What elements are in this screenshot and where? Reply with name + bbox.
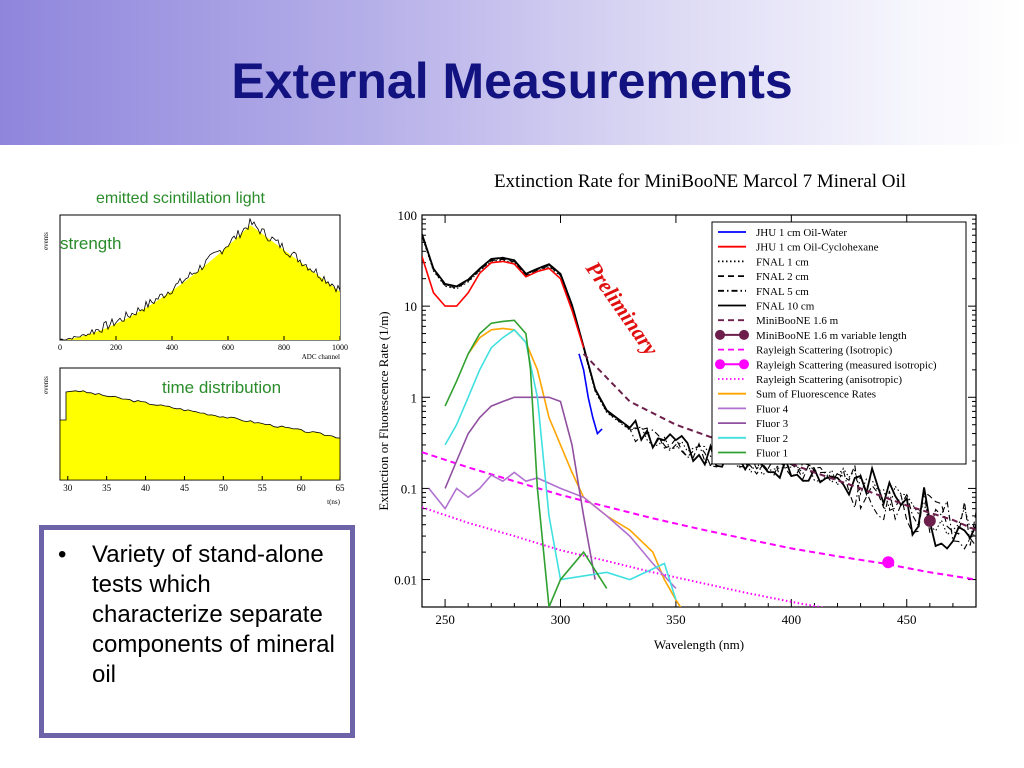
series-jhu-1-cm-oil-water (578, 353, 603, 436)
series-fluor-3 (444, 396, 596, 580)
bullet-box: • Variety of stand-alone tests which cha… (39, 525, 355, 738)
series-jhu-1-cm-oil-cyclohexane (422, 256, 585, 348)
y-tick-label: 0.1 (401, 481, 417, 496)
legend-label-sum-of-fluorescence-rates: Sum of Fluorescence Rates (756, 389, 876, 401)
y-tick-label: 0.01 (394, 573, 417, 588)
series-fluor-2 (444, 328, 677, 601)
bullet-marker: • (58, 541, 67, 568)
legend-marker (715, 329, 725, 340)
legend: JHU 1 cm Oil-Water JHU 1 cm Oil-Cyclohexa… (711, 221, 967, 465)
series-fnal-1-cm (422, 236, 976, 539)
marker-miniboone-1-6-m-variable-length (923, 514, 936, 527)
chart-title: Extinction Rate for MiniBooNE Marcol 7 M… (494, 171, 906, 192)
x-tick-label: 400 (166, 343, 178, 352)
series-fluor-4 (428, 471, 677, 589)
y-tick-label: 10 (404, 299, 417, 314)
x-tick-label: 350 (666, 612, 686, 627)
ylabel-events: events (42, 232, 50, 250)
x-tick-label: 30 (63, 483, 73, 493)
legend-marker (739, 359, 749, 370)
x-tick-label: 35 (102, 483, 112, 493)
title-bar (0, 0, 1024, 145)
x-tick-label: 60 (297, 483, 307, 493)
histogram-fill (59, 390, 341, 481)
series-miniboone-1-6-m (582, 353, 976, 531)
legend-label-fluor-2: Fluor 2 (756, 433, 788, 445)
series-fluor-1 (444, 319, 608, 607)
legend-marker (739, 329, 749, 340)
legend-marker (715, 359, 725, 370)
x-tick-label: 40 (141, 483, 151, 493)
xlabel-time: t(ns) (327, 498, 341, 506)
y-tick-label: 100 (398, 208, 418, 223)
x-tick-label: 0 (58, 343, 62, 352)
legend-label-fnal-5-cm: FNAL 5 cm (756, 286, 809, 298)
series-fnal-10-cm (422, 233, 976, 550)
strength-label: strength (60, 234, 122, 253)
legend-label-rayleigh-scattering-isotropic: Rayleigh Scattering (Isotropic) (756, 345, 893, 357)
x-tick-label: 1000 (332, 343, 348, 352)
scintillation-histogram: emitted scintillation light events 0 200 40… (40, 180, 352, 360)
y-tick-label: 1 (411, 390, 418, 405)
x-tick-label: 450 (897, 612, 917, 627)
legend-label-rayleigh-scattering-anisotropic: Rayleigh Scattering (anisotropic) (756, 374, 902, 386)
legend-label-jhu-1-cm-oil-cyclohexane: JHU 1 cm Oil-Cyclohexane (756, 242, 879, 254)
series-rayleigh-scattering-anisotropic (422, 506, 826, 607)
series-sum-of-fluorescence-rates (467, 327, 682, 607)
legend-box (711, 221, 967, 465)
x-tick-label: 50 (219, 483, 229, 493)
legend-label-fnal-2-cm: FNAL 2 cm (756, 271, 809, 283)
bullet-text: Variety of stand-alone tests which chara… (92, 541, 335, 688)
marker-rayleigh-scattering-measured-isotropic (882, 556, 895, 569)
y-axis-label: Extinction or Fluorescence Rate (1/m) (376, 311, 391, 510)
time-distribution-label: time distribution (162, 378, 282, 397)
x-axis-label: Wavelength (nm) (654, 637, 744, 652)
x-tick-label: 800 (278, 343, 290, 352)
x-tick-label: 600 (222, 343, 234, 352)
x-tick-label: 45 (180, 483, 190, 493)
x-tick-label: 300 (551, 612, 571, 627)
x-tick-label: 250 (435, 612, 455, 627)
ylabel-events: events (42, 376, 50, 394)
legend-label-miniboone-1-6-m-variable-length: MiniBooNE 1.6 m variable length (756, 330, 907, 342)
legend-label-fnal-10-cm: FNAL 10 cm (756, 301, 815, 313)
xlabel-adc-channel: ADC channel (302, 353, 340, 360)
histogram-time-plot: events 30 35 40 45 50 55 60 65 t(ns) (42, 367, 346, 506)
histogram-fill (60, 225, 340, 340)
x-tick-label: 55 (258, 483, 268, 493)
legend-label-jhu-1-cm-oil-water: JHU 1 cm Oil-Water (756, 227, 847, 239)
legend-label-fluor-3: Fluor 3 (756, 418, 789, 430)
legend-label-rayleigh-scattering-measured-isotropic: Rayleigh Scattering (measured isotropic) (756, 359, 937, 371)
histogram-outline (59, 218, 341, 341)
legend-label-fluor-4: Fluor 4 (756, 403, 789, 415)
legend-label-fnal-1-cm: FNAL 1 cm (756, 256, 809, 268)
x-tick-label: 400 (782, 612, 802, 627)
time-histogram: events 30 35 40 45 50 55 60 65 t(ns) time distrib… (40, 360, 352, 510)
slide-title: External Measurements (231, 53, 793, 109)
legend-label-miniboone-1-6-m: MiniBooNE 1.6 m (756, 315, 839, 327)
extinction-chart: Extinction Rate for MiniBooNE Marcol 7 M… (376, 171, 977, 652)
histogram-title: emitted scintillation light (96, 190, 265, 207)
legend-label-fluor-1: Fluor 1 (756, 448, 788, 460)
x-tick-label: 65 (336, 483, 346, 493)
x-tick-label: 200 (110, 343, 122, 352)
